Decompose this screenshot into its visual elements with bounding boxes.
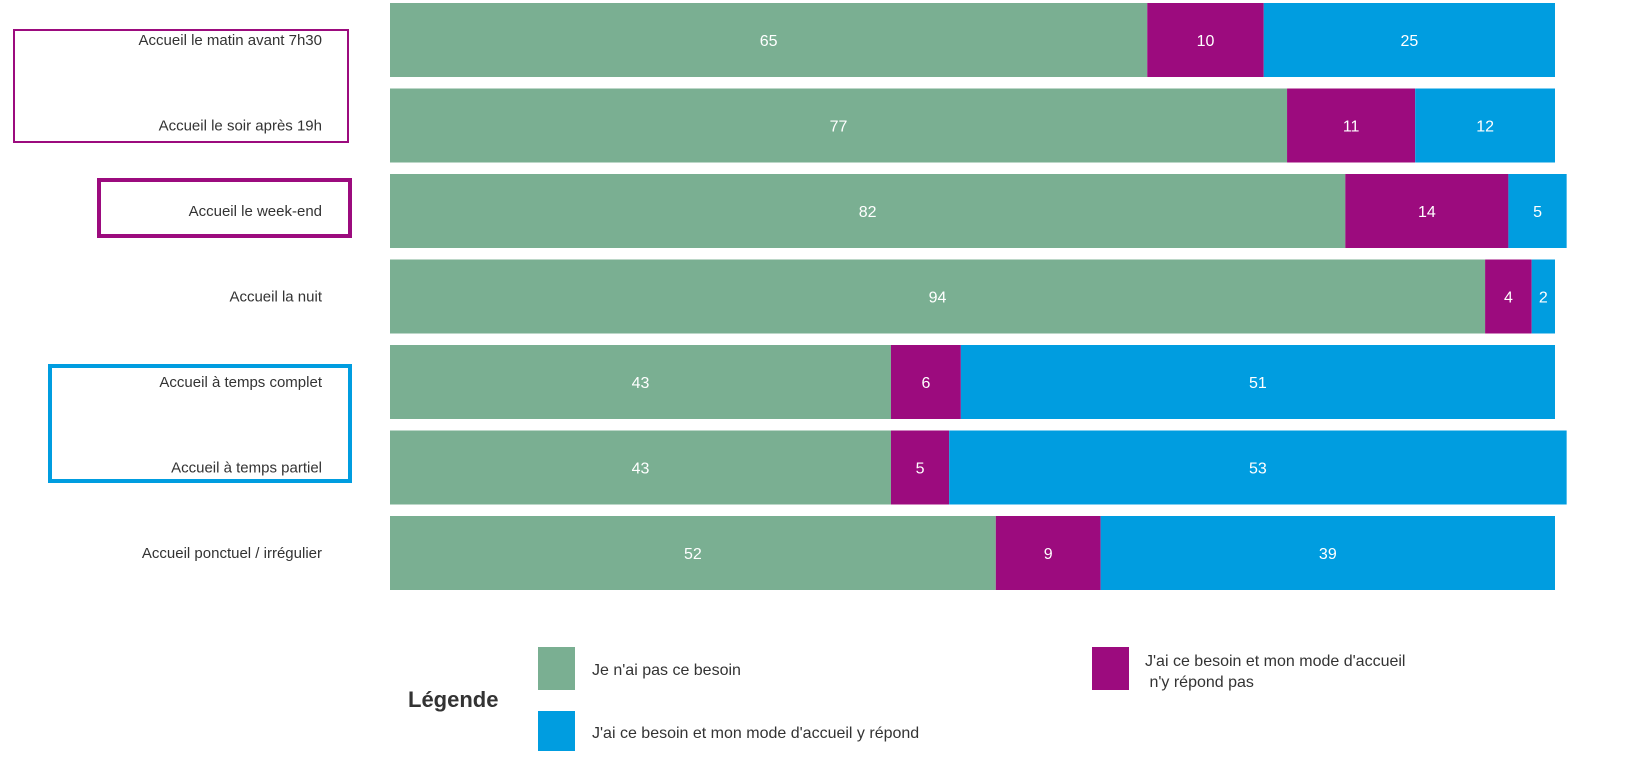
value-label-accueil-la-nuit-series-0: 94 [929,290,947,307]
highlight-box-3 [48,364,352,483]
legend-label-3: J'ai ce besoin et mon mode d'accueil y r… [592,725,919,742]
value-label-accueil-le-matin-avant-7h30-series-0: 65 [760,33,778,50]
value-label-accueil-a-temps-partiel-series-1: 5 [916,461,925,478]
bar-accueil-la-nuit-series-1 [1485,259,1532,334]
category-label-accueil-ponctuel-irregulier: Accueil ponctuel / irrégulier [142,545,322,562]
value-label-accueil-le-soir-apres-19h-series-2: 12 [1476,119,1494,136]
value-label-accueil-a-temps-partiel-series-0: 43 [632,461,650,478]
value-label-accueil-le-soir-apres-19h-series-1: 11 [1343,119,1360,136]
category-label-accueil-le-week-end: Accueil le week-end [189,203,322,220]
value-label-accueil-le-matin-avant-7h30-series-2: 25 [1400,33,1418,50]
bar-accueil-a-temps-partiel-series-2 [949,430,1567,505]
bar-accueil-ponctuel-irregulier-series-1 [995,516,1101,590]
category-label-accueil-le-matin-avant-7h30: Accueil le matin avant 7h30 [139,32,322,49]
bar-accueil-a-temps-complet-series-1 [890,345,961,419]
bar-segments [390,3,1567,590]
value-label-accueil-a-temps-complet-series-0: 43 [632,375,650,392]
legend-title: Légende [408,687,498,712]
bar-accueil-le-matin-avant-7h30-series-2 [1263,3,1555,77]
value-label-accueil-a-temps-partiel-series-2: 53 [1249,461,1267,478]
bar-accueil-le-soir-apres-19h-series-1 [1287,88,1416,163]
value-label-accueil-ponctuel-irregulier-series-2: 39 [1319,546,1337,563]
highlight-box-2 [97,178,352,238]
bar-accueil-le-week-end-series-2 [1508,174,1567,248]
value-label-accueil-ponctuel-irregulier-series-1: 9 [1044,546,1053,563]
value-label-accueil-le-week-end-series-0: 82 [859,204,877,221]
legend-label-2: J'ai ce besoin et mon mode d'accueil n'y… [1145,653,1405,691]
highlight-boxes [13,29,352,483]
value-label-accueil-la-nuit-series-2: 2 [1539,290,1548,307]
value-label-accueil-la-nuit-series-1: 4 [1504,290,1513,307]
value-label-accueil-le-matin-avant-7h30-series-1: 10 [1197,33,1215,50]
bar-accueil-le-matin-avant-7h30-series-1 [1147,3,1264,77]
bar-accueil-le-matin-avant-7h30-series-0 [390,3,1148,77]
bar-accueil-le-week-end-series-0 [390,174,1346,248]
legend: Légende Je n'ai pas ce besoin J'ai ce beso… [408,647,1405,751]
bar-accueil-ponctuel-irregulier-series-0 [390,516,996,590]
bar-accueil-a-temps-complet-series-0 [390,345,891,419]
bar-accueil-le-week-end-series-1 [1345,174,1509,248]
value-label-accueil-a-temps-complet-series-1: 6 [921,375,930,392]
value-label-accueil-le-soir-apres-19h-series-0: 77 [830,119,848,136]
highlight-box-1 [13,29,349,143]
bar-accueil-le-soir-apres-19h-series-0 [390,88,1288,163]
bar-accueil-a-temps-partiel-series-0 [390,430,891,505]
bar-accueil-ponctuel-irregulier-series-2 [1100,516,1555,590]
category-labels: Accueil le matin avant 7h30 Accueil le so… [139,32,323,562]
category-label-accueil-la-nuit: Accueil la nuit [229,289,322,306]
value-label-accueil-ponctuel-irregulier-series-0: 52 [684,546,702,563]
value-label-accueil-a-temps-complet-series-2: 51 [1249,375,1267,392]
legend-swatch-1 [538,647,575,690]
value-label-accueil-le-week-end-series-2: 5 [1533,204,1542,221]
value-labels: 65 10 25 77 11 12 82 14 5 94 4 2 43 6 51 43 5 53 52 9 39 [632,33,1548,563]
category-label-accueil-a-temps-complet: Accueil à temps complet [159,374,322,391]
bar-accueil-a-temps-complet-series-2 [960,345,1555,419]
legend-swatch-3 [538,711,575,751]
legend-label-1: Je n'ai pas ce besoin [592,662,741,679]
bar-accueil-la-nuit-series-2 [1531,259,1555,334]
bar-accueil-le-soir-apres-19h-series-2 [1415,88,1555,163]
legend-swatch-2 [1092,647,1129,690]
bar-accueil-a-temps-partiel-series-1 [890,430,950,505]
category-label-accueil-a-temps-partiel: Accueil à temps partiel [171,460,322,477]
category-label-accueil-le-soir-apres-19h: Accueil le soir après 19h [159,118,322,135]
value-label-accueil-le-week-end-series-1: 14 [1418,204,1436,221]
bar-accueil-la-nuit-series-0 [390,259,1486,334]
